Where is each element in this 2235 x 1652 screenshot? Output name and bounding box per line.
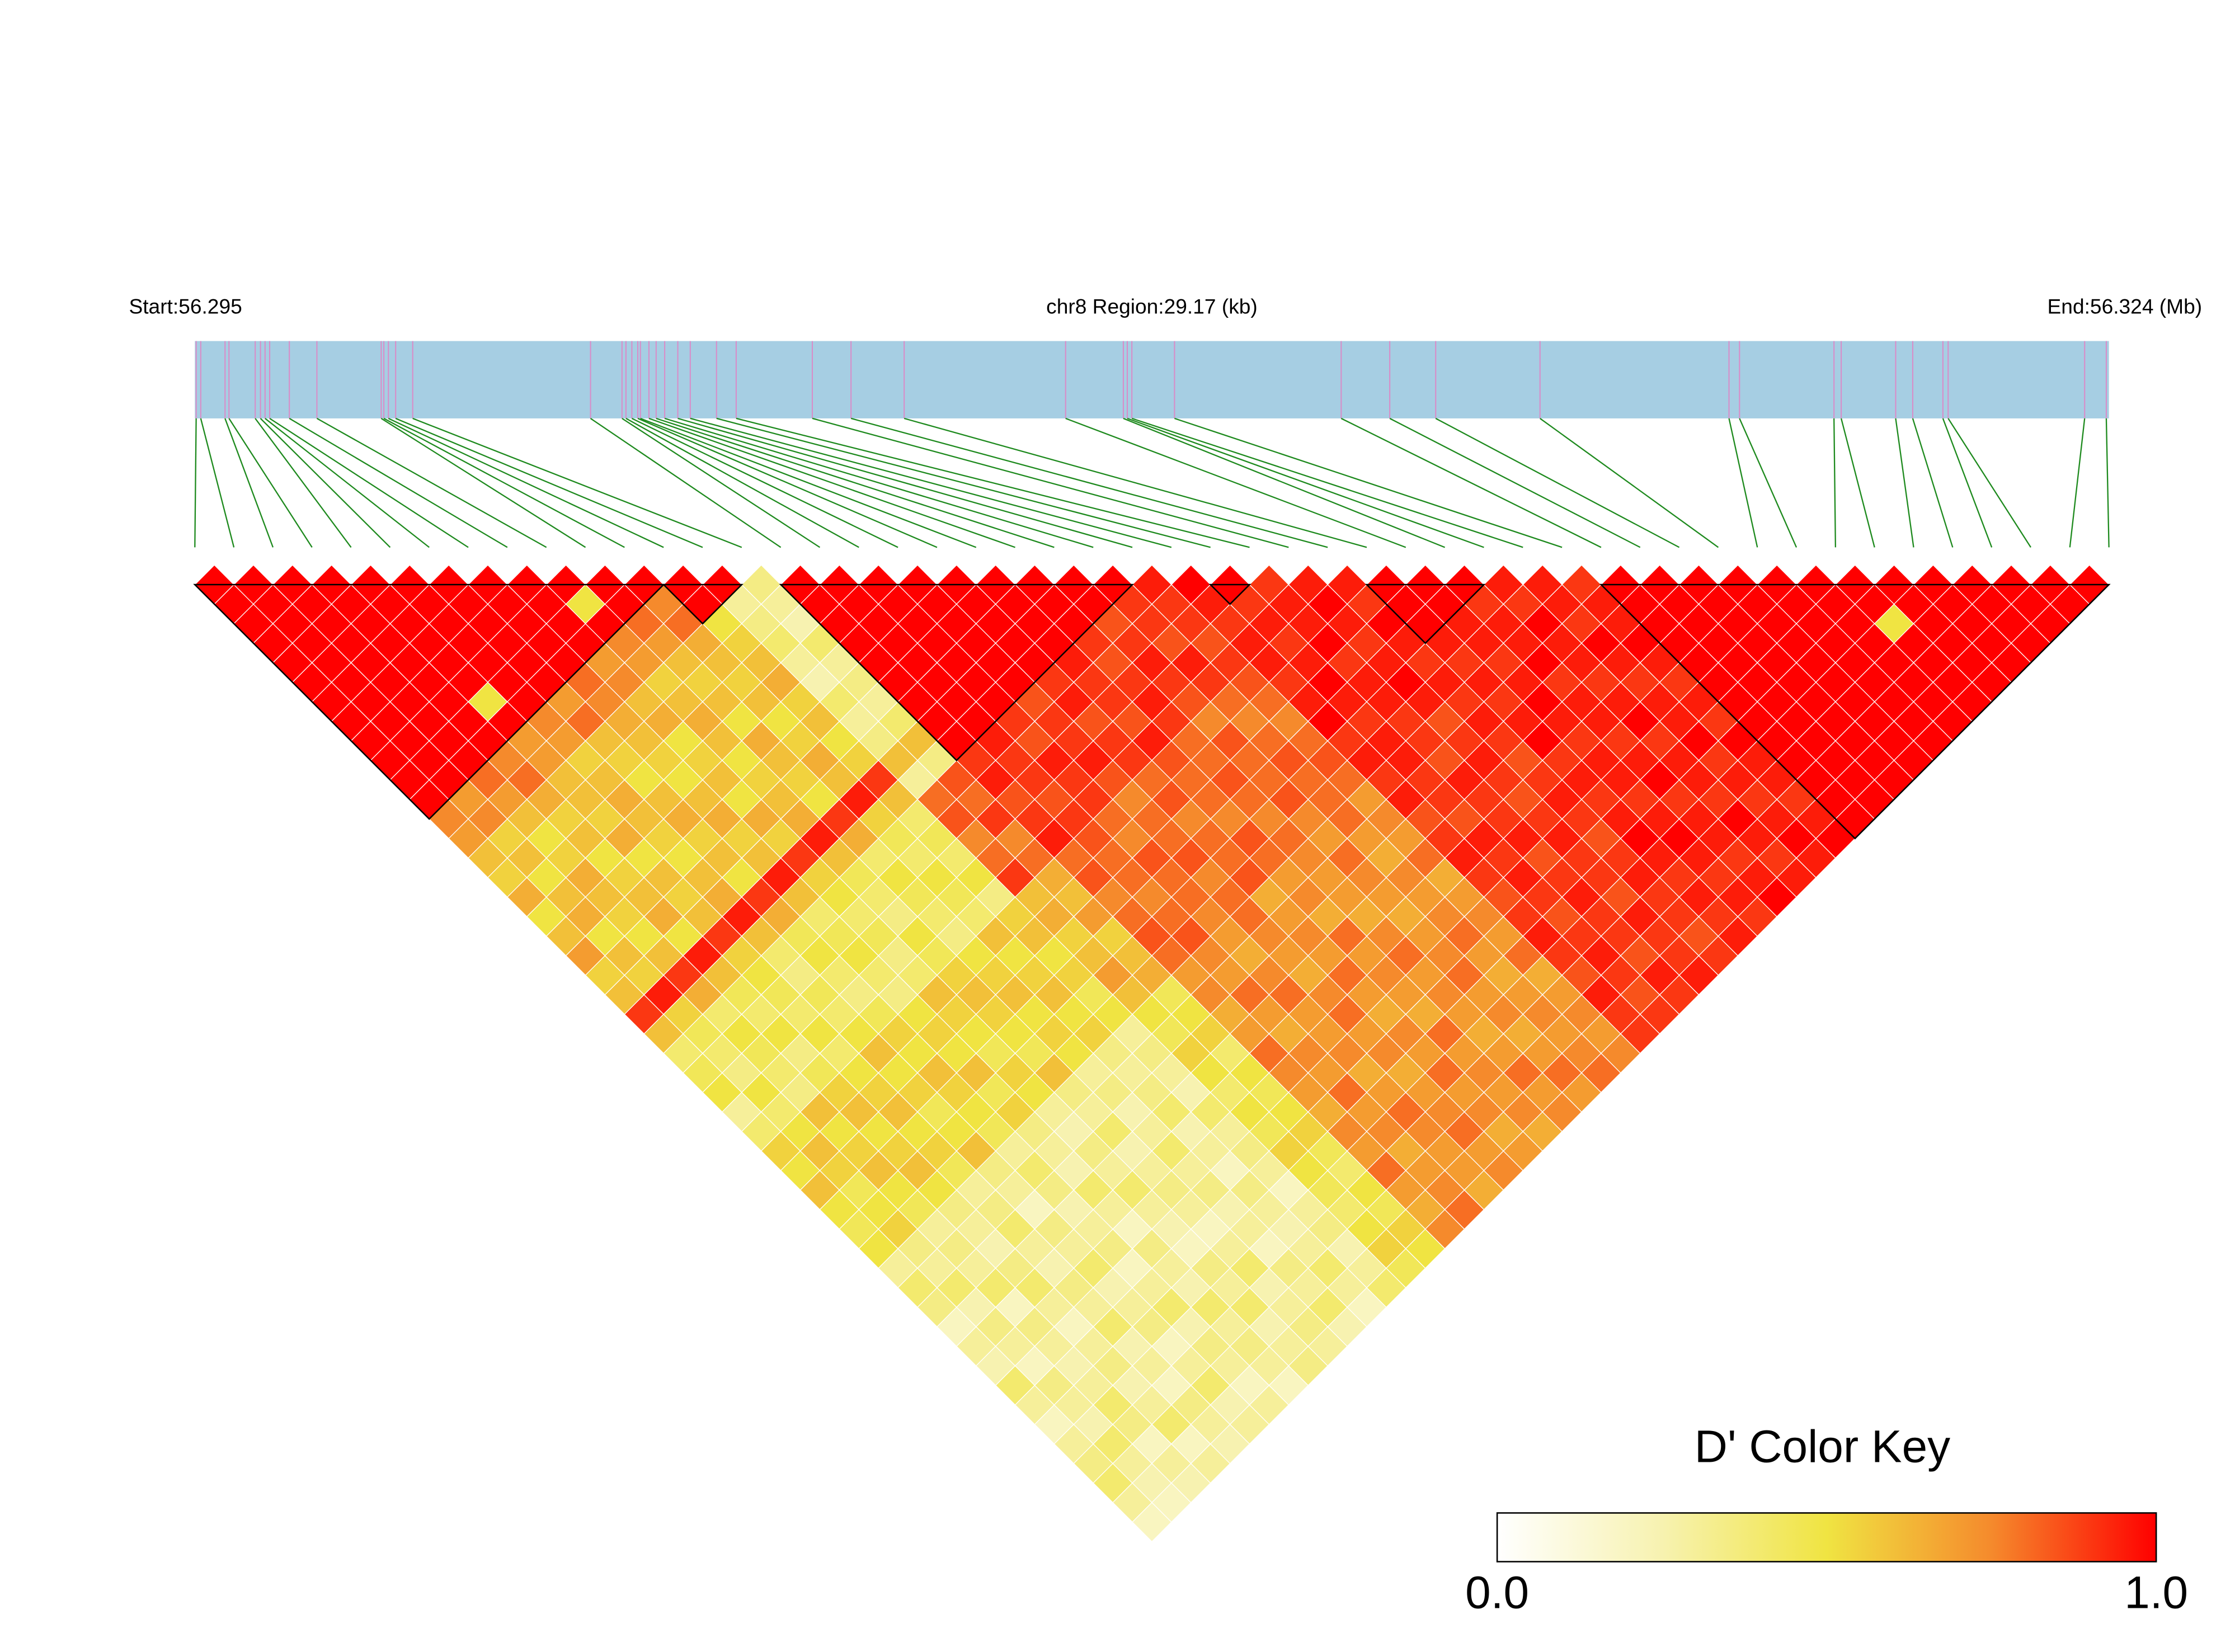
snp-connector: [1065, 417, 1406, 548]
snp-connector: [812, 417, 1289, 548]
snp-connector: [1728, 418, 1758, 548]
snp-connector: [380, 417, 586, 548]
snp-connector: [395, 417, 703, 548]
snp-connector: [200, 418, 235, 548]
ld-block-outline: [662, 583, 744, 625]
snp-connector: [228, 418, 313, 548]
snp-connector: [631, 417, 898, 548]
snp-connector: [904, 417, 1367, 548]
snp-connector: [1840, 418, 1875, 548]
snp-connector: [289, 417, 508, 548]
snp-connector: [1174, 417, 1563, 548]
key-title: D' Color Key: [1695, 1421, 1950, 1472]
snp-connector: [1131, 417, 1523, 548]
snp-connector: [625, 417, 859, 548]
ld-block-outline: [193, 583, 666, 820]
snp-connector: [690, 417, 1172, 548]
snp-connector: [640, 417, 977, 548]
snp-connector: [1389, 417, 1641, 548]
start-label: Start:56.295: [129, 295, 242, 318]
snp-connector: [1833, 418, 1837, 548]
color-key: [1496, 1512, 2157, 1562]
key-tick-label: 1.0: [2124, 1568, 2188, 1618]
snp-connector: [1540, 417, 1719, 548]
snp-connector: [648, 417, 1015, 548]
snp-connector: [1895, 418, 1914, 548]
snp-connector: [716, 417, 1211, 548]
snp-connector: [269, 417, 469, 548]
snp-connector: [2105, 418, 2110, 548]
snp-connector: [590, 417, 782, 548]
ld-block-outline: [1364, 583, 1486, 644]
snp-connector: [316, 417, 547, 548]
snp-connector: [412, 417, 742, 548]
snp-connector: [1942, 418, 1993, 548]
snp-connector: [637, 417, 938, 548]
snp-connector: [194, 418, 197, 548]
snp-connector: [1127, 417, 1484, 548]
ld-block-outline: [779, 583, 1135, 762]
snp-connector: [2069, 418, 2086, 548]
snp-connector: [383, 417, 625, 548]
key-tick-label: 0.0: [1465, 1568, 1529, 1618]
snp-connector: [388, 417, 664, 548]
snp-connector: [1947, 418, 2031, 548]
snp-connector: [1123, 417, 1446, 548]
snp-connector: [265, 418, 430, 548]
snp-connector: [677, 417, 1133, 548]
snp-connector: [656, 417, 1055, 548]
snp-connector: [1435, 417, 1680, 548]
ld-block-outline: [1599, 583, 2111, 840]
snp-connector: [850, 417, 1328, 548]
snp-connector: [255, 418, 352, 548]
snp-connector: [622, 417, 821, 548]
region-bar: [195, 341, 2109, 418]
snp-connector: [736, 417, 1250, 548]
snp-connector: [1912, 418, 1954, 548]
region-label: chr8 Region:29.17 (kb): [1046, 295, 1258, 318]
snp-connector: [260, 418, 391, 548]
snp-connector: [1739, 418, 1798, 548]
snp-connector: [224, 418, 274, 548]
snp-connector: [1340, 417, 1602, 548]
snp-connector: [664, 417, 1094, 548]
end-label: End:56.324 (Mb): [2048, 295, 2203, 318]
ld-block-outline: [1208, 583, 1251, 605]
